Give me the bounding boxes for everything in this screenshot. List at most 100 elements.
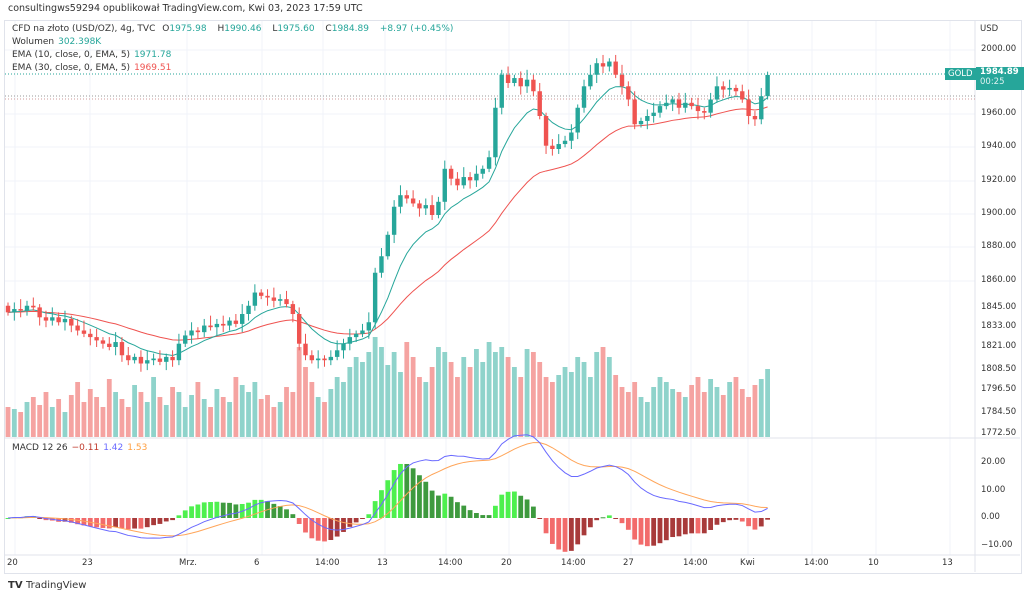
time-axis-label: 14:00 bbox=[438, 558, 463, 568]
ema30-legend: EMA (30, close, 0, EMA, 5) 1969.51 bbox=[12, 63, 172, 73]
macd-histogram-bar bbox=[252, 499, 258, 518]
last-price-tag: 1984.89 00:25 bbox=[976, 67, 1024, 90]
macd-histogram-bar bbox=[613, 518, 619, 519]
close-value: 1984.89 bbox=[331, 24, 369, 34]
macd-histogram-bar bbox=[372, 501, 378, 518]
macd-histogram-bar bbox=[746, 518, 752, 527]
candle-body bbox=[341, 343, 346, 351]
volume-bar bbox=[429, 367, 435, 437]
candle-body bbox=[391, 206, 397, 235]
volume-bar bbox=[499, 347, 505, 437]
candle-body bbox=[670, 99, 675, 103]
candle-body bbox=[575, 107, 580, 133]
macd-histogram-bar bbox=[625, 518, 631, 530]
tv-logo-icon: 𝗧𝗩 bbox=[8, 580, 23, 591]
macd-line-value: 1.42 bbox=[103, 443, 124, 453]
volume-bar bbox=[423, 382, 429, 437]
candle-body bbox=[645, 116, 650, 121]
macd-histogram-bar bbox=[62, 518, 68, 522]
macd-histogram-bar bbox=[739, 518, 745, 522]
ema10-value: 1971.78 bbox=[134, 50, 172, 60]
macd-histogram-bar bbox=[499, 494, 505, 518]
macd-histogram-bar bbox=[119, 518, 125, 529]
macd-histogram-bar bbox=[594, 518, 600, 521]
macd-histogram-bar bbox=[366, 514, 372, 518]
candle-body bbox=[562, 140, 568, 145]
macd-histogram-bar bbox=[277, 506, 283, 518]
candle-body bbox=[404, 195, 409, 199]
volume-bar bbox=[391, 352, 397, 437]
macd-histogram-bar bbox=[581, 518, 587, 536]
candle-body bbox=[524, 79, 530, 87]
candle-body bbox=[183, 335, 188, 344]
candle-body bbox=[765, 74, 770, 97]
volume-bar bbox=[594, 352, 600, 437]
candle-body bbox=[417, 203, 422, 209]
macd-histogram-bar bbox=[714, 518, 720, 525]
macd-histogram-bar bbox=[752, 518, 758, 530]
time-axis-label: 14:00 bbox=[683, 558, 708, 568]
volume-bar bbox=[512, 367, 517, 437]
macd-histogram-bar bbox=[632, 518, 638, 540]
macd-histogram-bar bbox=[182, 510, 188, 518]
candle-body bbox=[708, 99, 713, 113]
candle-body bbox=[69, 318, 74, 326]
price-axis-label: 1900.00 bbox=[981, 208, 1017, 218]
volume-bar bbox=[43, 392, 49, 437]
macd-histogram-bar bbox=[75, 518, 81, 525]
macd-legend: MACD 12 26 −0.11 1.42 1.53 bbox=[12, 443, 148, 453]
volume-bar bbox=[733, 377, 739, 437]
macd-histogram-bar bbox=[360, 518, 365, 519]
volume-bar bbox=[568, 372, 574, 437]
candle-body bbox=[5, 305, 11, 313]
volume-bar bbox=[11, 409, 17, 437]
candle-body bbox=[170, 356, 175, 361]
currency-label: USD bbox=[980, 24, 999, 34]
candle-body bbox=[752, 116, 758, 120]
candle-body bbox=[240, 314, 245, 324]
volume-bar bbox=[410, 357, 416, 437]
candle-body bbox=[221, 323, 226, 326]
time-axis-label: 23 bbox=[82, 558, 93, 568]
candle-body bbox=[75, 325, 80, 331]
candle-body bbox=[746, 99, 751, 116]
candle-body bbox=[259, 292, 264, 296]
volume-bar bbox=[404, 342, 410, 437]
candle-body bbox=[442, 168, 447, 202]
macd-histogram-bar bbox=[151, 518, 156, 526]
time-axis-label: 6 bbox=[254, 558, 260, 568]
macd-histogram-bar bbox=[227, 502, 232, 518]
candle-body bbox=[714, 86, 720, 100]
candle-body bbox=[119, 342, 125, 356]
price-axis-label: 1796.50 bbox=[981, 384, 1017, 394]
volume-bar bbox=[442, 352, 448, 437]
macd-histogram-bar bbox=[657, 518, 663, 544]
volume-bar bbox=[467, 367, 473, 437]
volume-bar bbox=[556, 375, 562, 437]
volume-bar bbox=[739, 389, 745, 437]
macd-histogram-bar bbox=[436, 495, 441, 518]
macd-histogram-bar bbox=[474, 513, 479, 518]
candle-body bbox=[638, 120, 644, 125]
candle-body bbox=[309, 355, 315, 361]
volume-bar bbox=[201, 399, 207, 437]
candle-body bbox=[37, 307, 42, 318]
volume-bar bbox=[549, 382, 555, 437]
volume-bar bbox=[752, 385, 758, 437]
macd-histogram-bar bbox=[125, 518, 131, 530]
volume-bar bbox=[600, 347, 606, 437]
candle-body bbox=[151, 358, 156, 361]
volume-bar bbox=[398, 372, 403, 437]
volume-bar bbox=[138, 392, 144, 437]
volume-bar bbox=[68, 395, 74, 437]
candle-body bbox=[372, 272, 378, 323]
macd-histogram-bar bbox=[138, 518, 144, 529]
macd-histogram-bar bbox=[587, 518, 593, 528]
candle-body bbox=[164, 356, 169, 362]
tradingview-logo[interactable]: 𝗧𝗩 TradingView bbox=[8, 580, 87, 591]
change-value: +8.97 (+0.45%) bbox=[379, 24, 454, 34]
candle-body bbox=[581, 86, 587, 108]
candle-body bbox=[518, 78, 523, 87]
volume-bar bbox=[632, 382, 638, 437]
